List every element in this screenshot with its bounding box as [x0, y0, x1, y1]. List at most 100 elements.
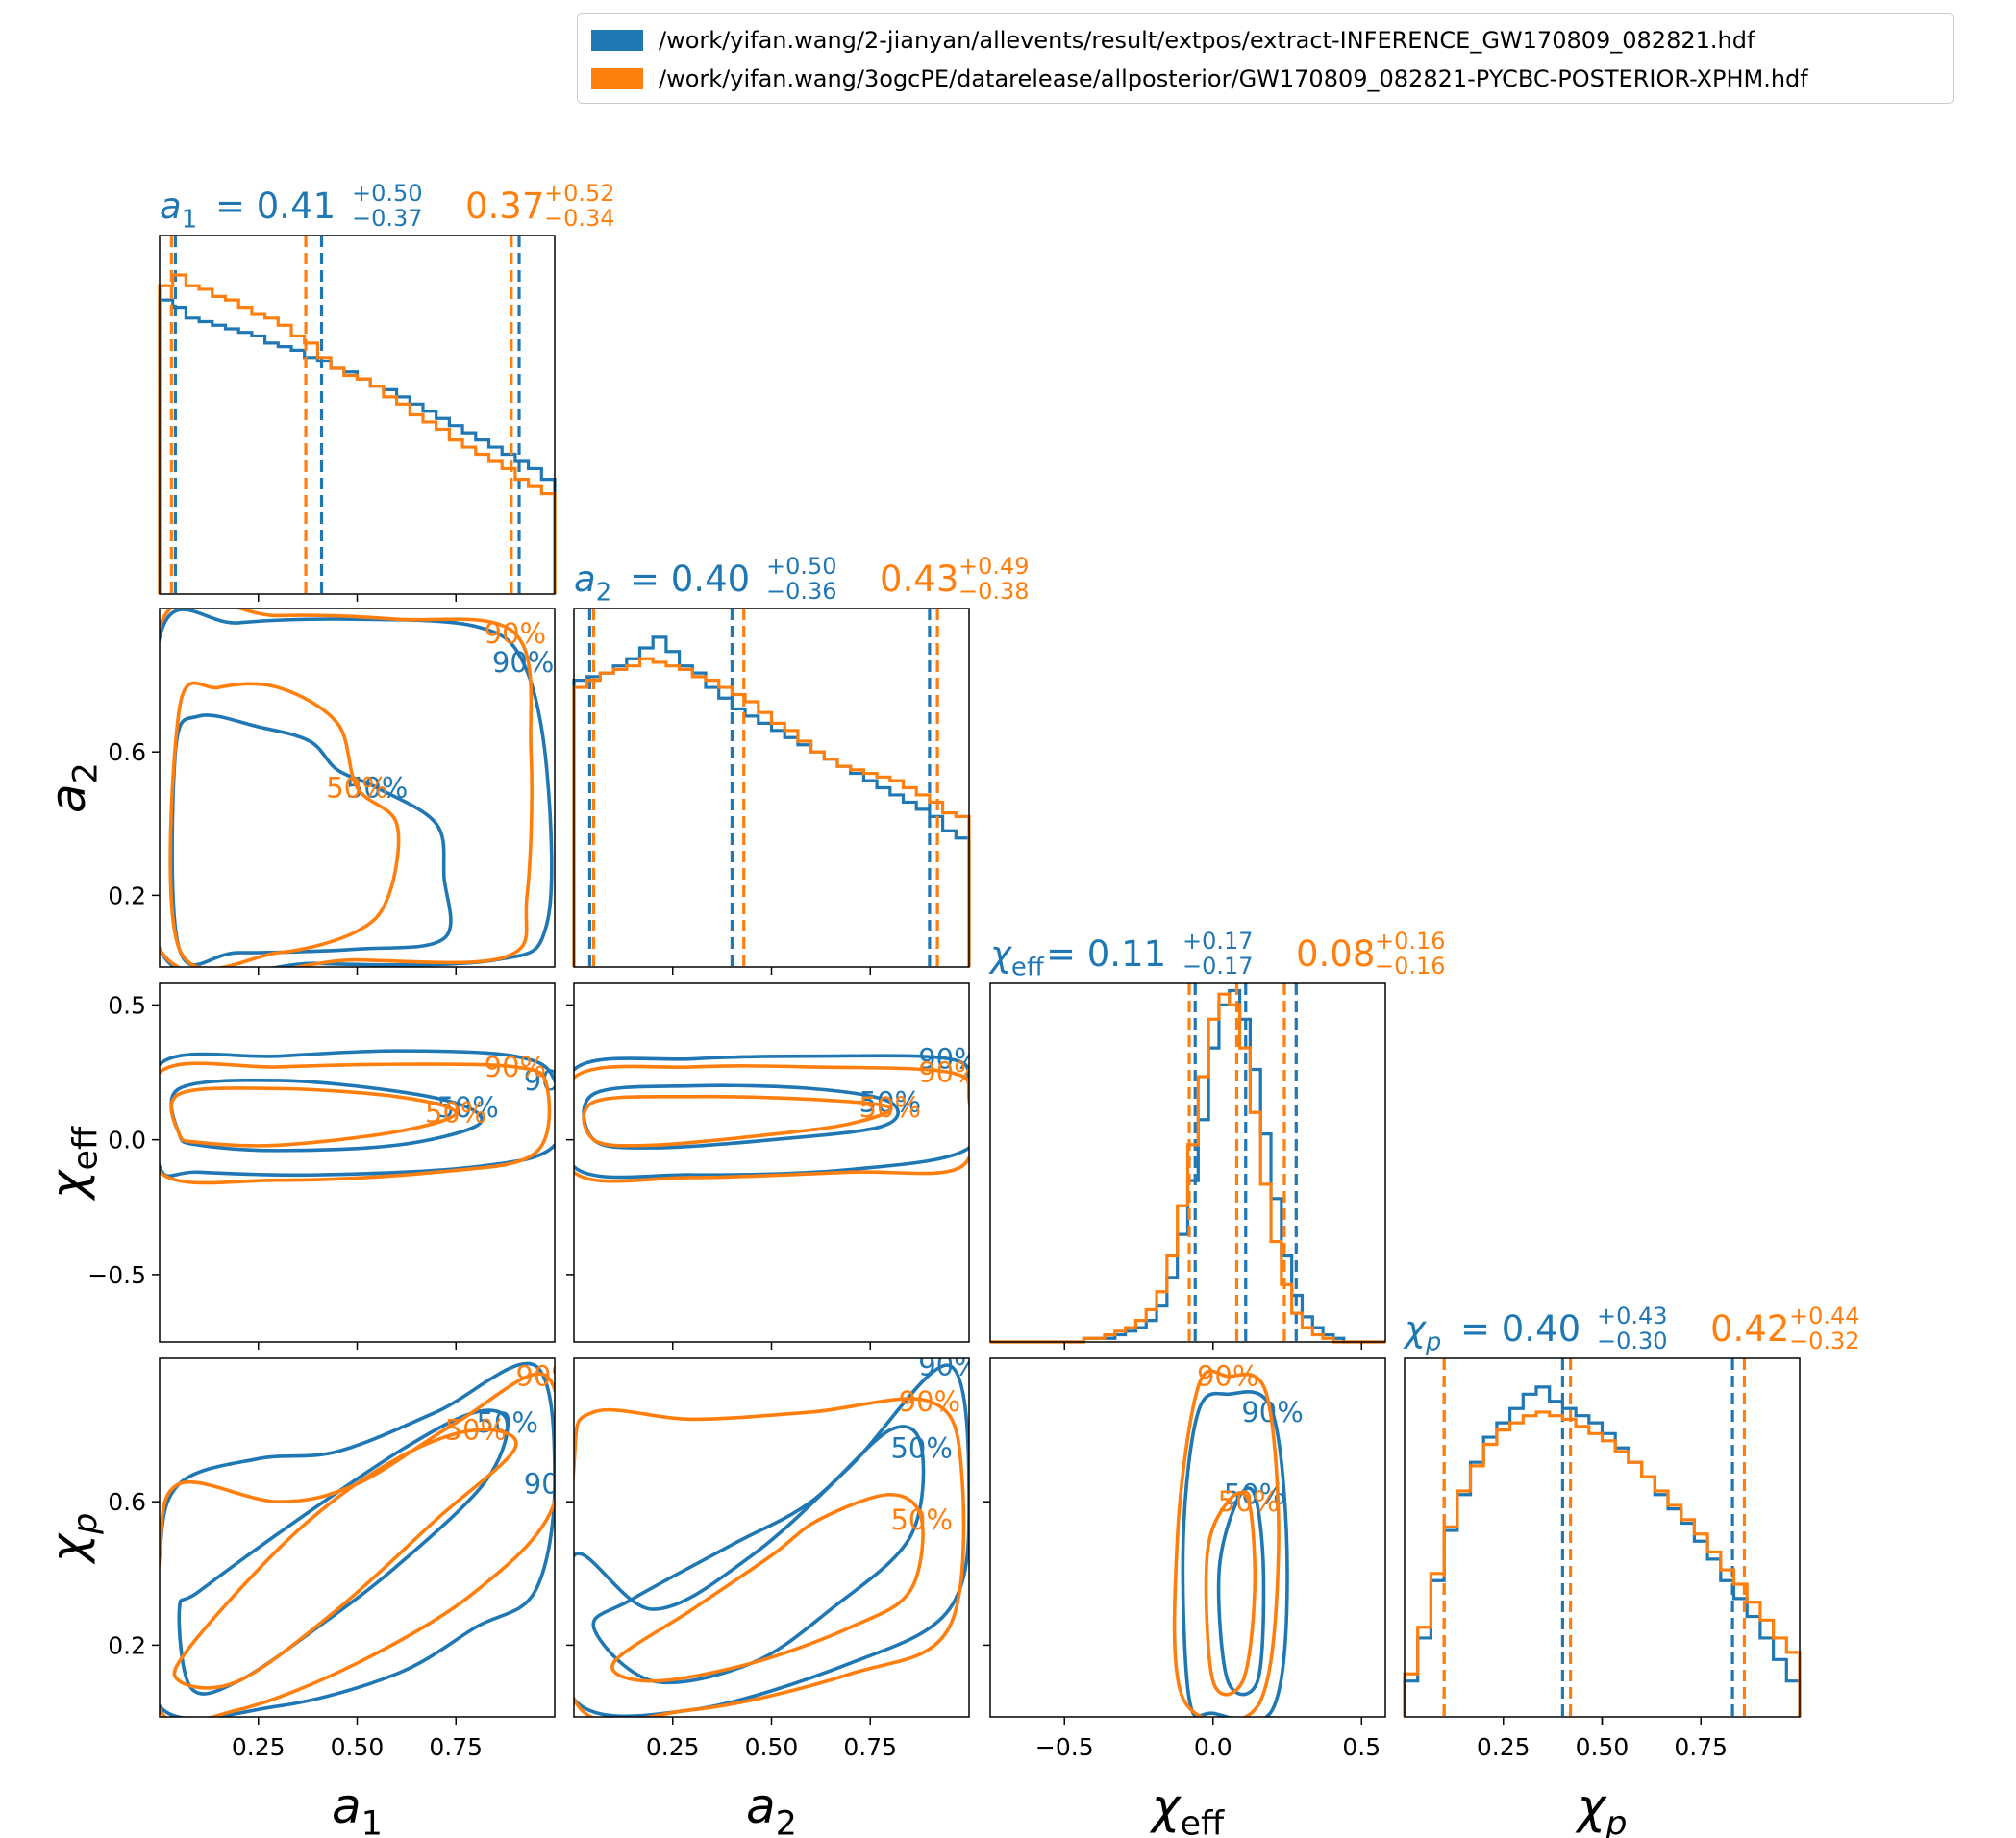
x-axis-label-chi_eff: χeff — [1149, 1778, 1225, 1838]
y-tick-label: 0.6 — [108, 738, 146, 766]
contour-blue-90 — [574, 1363, 969, 1717]
contour-panel-a2-chi_eff: 50%90%50%90% — [573, 982, 980, 1343]
x-axis-chi_p: 0.25 0.50 0.75 χp — [1477, 1717, 1728, 1838]
title-blue-plus: +0.17 — [1182, 928, 1254, 955]
title-param-label: χeff — [988, 933, 1045, 981]
title-blue-plus: +0.50 — [352, 180, 423, 207]
hist-step-orange — [158, 273, 557, 594]
title-blue-minus: −0.37 — [352, 205, 423, 232]
contour-label-orange: 90% — [516, 1360, 578, 1393]
hist-panel-chi_p: χp = 0.40 +0.43−0.30 0.42 +0.44−0.32 — [1403, 1303, 1860, 1725]
title-param-label: χp — [1403, 1308, 1441, 1356]
y-axis-chi_p: 0.2 0.6χp — [40, 1488, 990, 1659]
x-tick-label: 0.50 — [331, 1733, 385, 1761]
title-blue-median: = 0.11 — [1046, 933, 1166, 975]
title-orange-plus: +0.16 — [1375, 928, 1446, 955]
legend-label-orange: /work/yifan.wang/3ogcPE/datarelease/allp… — [659, 65, 1808, 92]
contour-orange-50 — [1204, 1491, 1257, 1697]
x-axis-a1: 0.25 0.50 0.75 a1 — [232, 967, 483, 1838]
contour-lines: 50%90%50%90% — [574, 1043, 980, 1183]
contour-orange-90 — [574, 1397, 966, 1717]
contour-lines: 50%90%50%90% — [160, 1360, 585, 1717]
contour-label-orange: 50% — [859, 1091, 921, 1124]
contour-orange-50 — [610, 1492, 925, 1683]
contour-blue-50 — [177, 1408, 510, 1696]
contour-orange-50 — [169, 1086, 459, 1148]
x-tick-label: 0.50 — [1576, 1733, 1630, 1761]
panel-frame — [159, 235, 556, 595]
legend-swatch-blue — [591, 30, 643, 51]
title-orange-plus: +0.52 — [544, 180, 615, 207]
contour-blue-50 — [591, 1425, 926, 1685]
x-tick-label: 0.25 — [646, 1733, 700, 1761]
legend: /work/yifan.wang/2-jianyan/allevents/res… — [577, 13, 1954, 104]
x-axis-label-a2: a2 — [746, 1778, 797, 1838]
contour-panel-a1-chi_p: 50%90%50%90% — [159, 1357, 585, 1718]
panel-title-chi_p: χp = 0.40 +0.43−0.30 0.42 +0.44−0.32 — [1403, 1303, 1860, 1356]
contour-label-orange: 50% — [425, 1097, 486, 1130]
y-tick-label: −0.5 — [87, 1261, 146, 1289]
hist-step-blue — [158, 298, 557, 594]
y-tick-label: 0.0 — [108, 1127, 146, 1155]
title-blue-median: = 0.41 — [215, 186, 336, 227]
contour-label-blue: 50% — [890, 1431, 952, 1464]
legend-entry-orange: /work/yifan.wang/3ogcPE/datarelease/allp… — [591, 61, 1808, 97]
contour-orange-90 — [1172, 1369, 1281, 1717]
contour-lines: 50%90%50%90% — [574, 1349, 980, 1717]
y-axis-label-a2: a2 — [40, 762, 106, 813]
title-blue-plus: +0.50 — [766, 553, 837, 580]
title-orange-minus: −0.16 — [1375, 953, 1446, 980]
title-blue-minus: −0.36 — [766, 578, 837, 605]
contour-orange-90 — [574, 1064, 969, 1183]
panel-frame — [1404, 1357, 1801, 1718]
title-orange-median: 0.37 — [465, 186, 544, 227]
x-tick-label: 0.5 — [1342, 1733, 1381, 1761]
contour-lines: 50%90%50%90% — [160, 609, 554, 967]
title-orange-median: 0.42 — [1710, 1308, 1789, 1350]
contour-orange-50 — [582, 1094, 893, 1148]
contour-label-blue: 90% — [918, 1349, 980, 1381]
hist-panel-a2: a2 = 0.40 +0.50−0.36 0.43 +0.49−0.38 — [572, 553, 1030, 975]
contour-label-orange: 90% — [899, 1385, 960, 1418]
x-tick-label: −0.5 — [1035, 1733, 1094, 1761]
contour-lines: 50%90%50%90% — [160, 1049, 555, 1185]
y-tick-label: 0.2 — [108, 1631, 146, 1659]
title-blue-median: = 0.40 — [1460, 1308, 1580, 1350]
x-axis-label-a1: a1 — [332, 1778, 383, 1838]
panel-frame — [989, 982, 1386, 1343]
contour-orange-90 — [160, 609, 534, 967]
title-orange-minus: −0.38 — [958, 578, 1030, 605]
contour-blue-90 — [160, 609, 554, 967]
y-axis-label-chi_eff: χeff — [40, 1126, 106, 1202]
contour-panel-chi_eff-chi_p: 50%90%50%90% — [989, 1357, 1386, 1718]
contour-panel-a1-chi_eff: 50%90%50%90% — [159, 982, 556, 1343]
title-param-label: a2 — [574, 559, 611, 607]
contour-blue-90 — [1181, 1390, 1289, 1717]
panel-title-chi_eff: χeff = 0.11 +0.17−0.17 0.08 +0.16−0.16 — [988, 928, 1446, 981]
title-param-label: a1 — [160, 186, 197, 234]
panel-title-a1: a1 = 0.41 +0.50−0.37 0.37 +0.52−0.34 — [160, 180, 615, 234]
hist-panel-a1: a1 = 0.41 +0.50−0.37 0.37 +0.52−0.34 — [158, 180, 615, 602]
contour-orange-50 — [168, 681, 401, 967]
contour-orange-50 — [172, 1428, 518, 1690]
x-tick-label: 0.75 — [429, 1733, 483, 1761]
panel-frame — [989, 1357, 1386, 1718]
title-orange-plus: +0.49 — [958, 553, 1030, 580]
title-blue-median: = 0.40 — [630, 559, 750, 600]
contour-label-orange: 90% — [1197, 1360, 1258, 1393]
x-tick-label: 0.50 — [745, 1733, 799, 1761]
y-tick-label: 0.5 — [108, 991, 146, 1019]
contour-label-blue: 90% — [524, 1468, 585, 1501]
contour-panel-a1-a2: 50%90%50%90% — [159, 608, 556, 968]
y-axis-a2: 0.2 0.6a2 — [40, 738, 160, 909]
x-axis-a2: 0.25 0.50 0.75 a2 — [646, 1342, 897, 1838]
hist-step-orange — [990, 992, 1385, 1344]
y-axis-chi_eff: −0.5 0.0 0.5 χeff — [40, 991, 574, 1289]
contour-label-orange: 90% — [918, 1056, 980, 1089]
contour-blue-50 — [582, 1083, 900, 1150]
legend-entry-blue: /work/yifan.wang/2-jianyan/allevents/res… — [591, 22, 1755, 59]
contour-label-orange: 50% — [1218, 1485, 1280, 1518]
contour-label-orange: 90% — [485, 617, 546, 650]
contour-panel-a2-chi_p: 50% 90% 50% 90% — [573, 1349, 980, 1718]
